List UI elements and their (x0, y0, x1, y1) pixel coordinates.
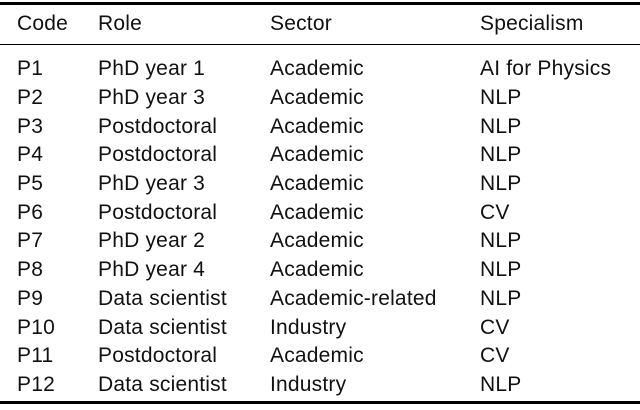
column-header-specialism: Specialism (480, 12, 584, 35)
cell-sector: Academic (270, 172, 364, 196)
cell-sector: Academic (270, 143, 364, 167)
cell-specialism: NLP (480, 172, 522, 196)
column-header-sector: Sector (270, 12, 332, 35)
cell-specialism: NLP (480, 372, 522, 396)
cell-role: Data scientist (98, 286, 227, 310)
cell-sector: Academic (270, 57, 364, 81)
column-header-role: Role (98, 12, 142, 35)
table-row: P9 Data scientist Academic-related NLP (0, 285, 640, 314)
table-row: P4 Postdoctoral Academic NLP (0, 141, 640, 170)
cell-role: Data scientist (98, 372, 227, 396)
cell-role: PhD year 3 (98, 172, 206, 196)
cell-code: P11 (17, 344, 54, 368)
table-header-row: Code Role Sector Specialism (0, 5, 640, 44)
cell-sector: Academic (270, 114, 364, 138)
cell-role: Postdoctoral (98, 344, 218, 368)
top-rule (0, 2, 640, 5)
cell-code: P9 (17, 286, 44, 310)
table-row: P1 PhD year 1 Academic AI for Physics (0, 55, 640, 84)
table-row: P8 PhD year 4 Academic NLP (0, 256, 640, 285)
cell-specialism: NLP (480, 286, 522, 310)
cell-specialism: NLP (480, 143, 522, 167)
header-separator-rule (0, 43, 640, 45)
cell-code: P3 (17, 114, 44, 138)
cell-sector: Academic-related (270, 286, 437, 310)
cell-code: P4 (17, 143, 44, 167)
table-row: P10 Data scientist Industry CV (0, 313, 640, 342)
cell-role: PhD year 3 (98, 86, 206, 110)
cell-role: Postdoctoral (98, 143, 218, 167)
cell-specialism: NLP (480, 229, 522, 253)
column-header-code: Code (17, 12, 69, 35)
cell-code: P2 (17, 86, 44, 110)
cell-code: P8 (17, 258, 44, 282)
table-row: P12 Data scientist Industry NLP (0, 371, 640, 400)
table-row: P2 PhD year 3 Academic NLP (0, 84, 640, 113)
cell-sector: Academic (270, 86, 364, 110)
cell-specialism: CV (480, 200, 510, 224)
cell-role: Data scientist (98, 315, 227, 339)
cell-sector: Industry (270, 315, 347, 339)
table-row: P5 PhD year 3 Academic NLP (0, 170, 640, 199)
table-row: P7 PhD year 2 Academic NLP (0, 227, 640, 256)
cell-specialism: AI for Physics (480, 57, 612, 81)
cell-code: P10 (17, 315, 55, 339)
cell-role: Postdoctoral (98, 200, 218, 224)
cell-code: P7 (17, 229, 44, 253)
cell-specialism: NLP (480, 114, 522, 138)
table-row: P6 Postdoctoral Academic CV (0, 198, 640, 227)
cell-code: P12 (17, 372, 55, 396)
cell-specialism: CV (480, 344, 510, 368)
cell-specialism: NLP (480, 258, 522, 282)
cell-sector: Industry (270, 372, 347, 396)
cell-code: P1 (17, 57, 44, 81)
cell-role: PhD year 4 (98, 258, 206, 282)
bottom-rule (0, 401, 640, 404)
table-row: P3 Postdoctoral Academic NLP (0, 112, 640, 141)
cell-sector: Academic (270, 344, 364, 368)
cell-role: PhD year 2 (98, 229, 206, 253)
table-body: P1 PhD year 1 Academic AI for Physics P2… (0, 45, 640, 401)
cell-sector: Academic (270, 200, 364, 224)
cell-sector: Academic (270, 229, 364, 253)
cell-specialism: NLP (480, 86, 522, 110)
cell-code: P5 (17, 172, 44, 196)
cell-role: Postdoctoral (98, 114, 218, 138)
cell-sector: Academic (270, 258, 364, 282)
cell-code: P6 (17, 200, 44, 224)
table-row: P11 Postdoctoral Academic CV (0, 342, 640, 371)
cell-role: PhD year 1 (98, 57, 206, 81)
cell-specialism: CV (480, 315, 510, 339)
